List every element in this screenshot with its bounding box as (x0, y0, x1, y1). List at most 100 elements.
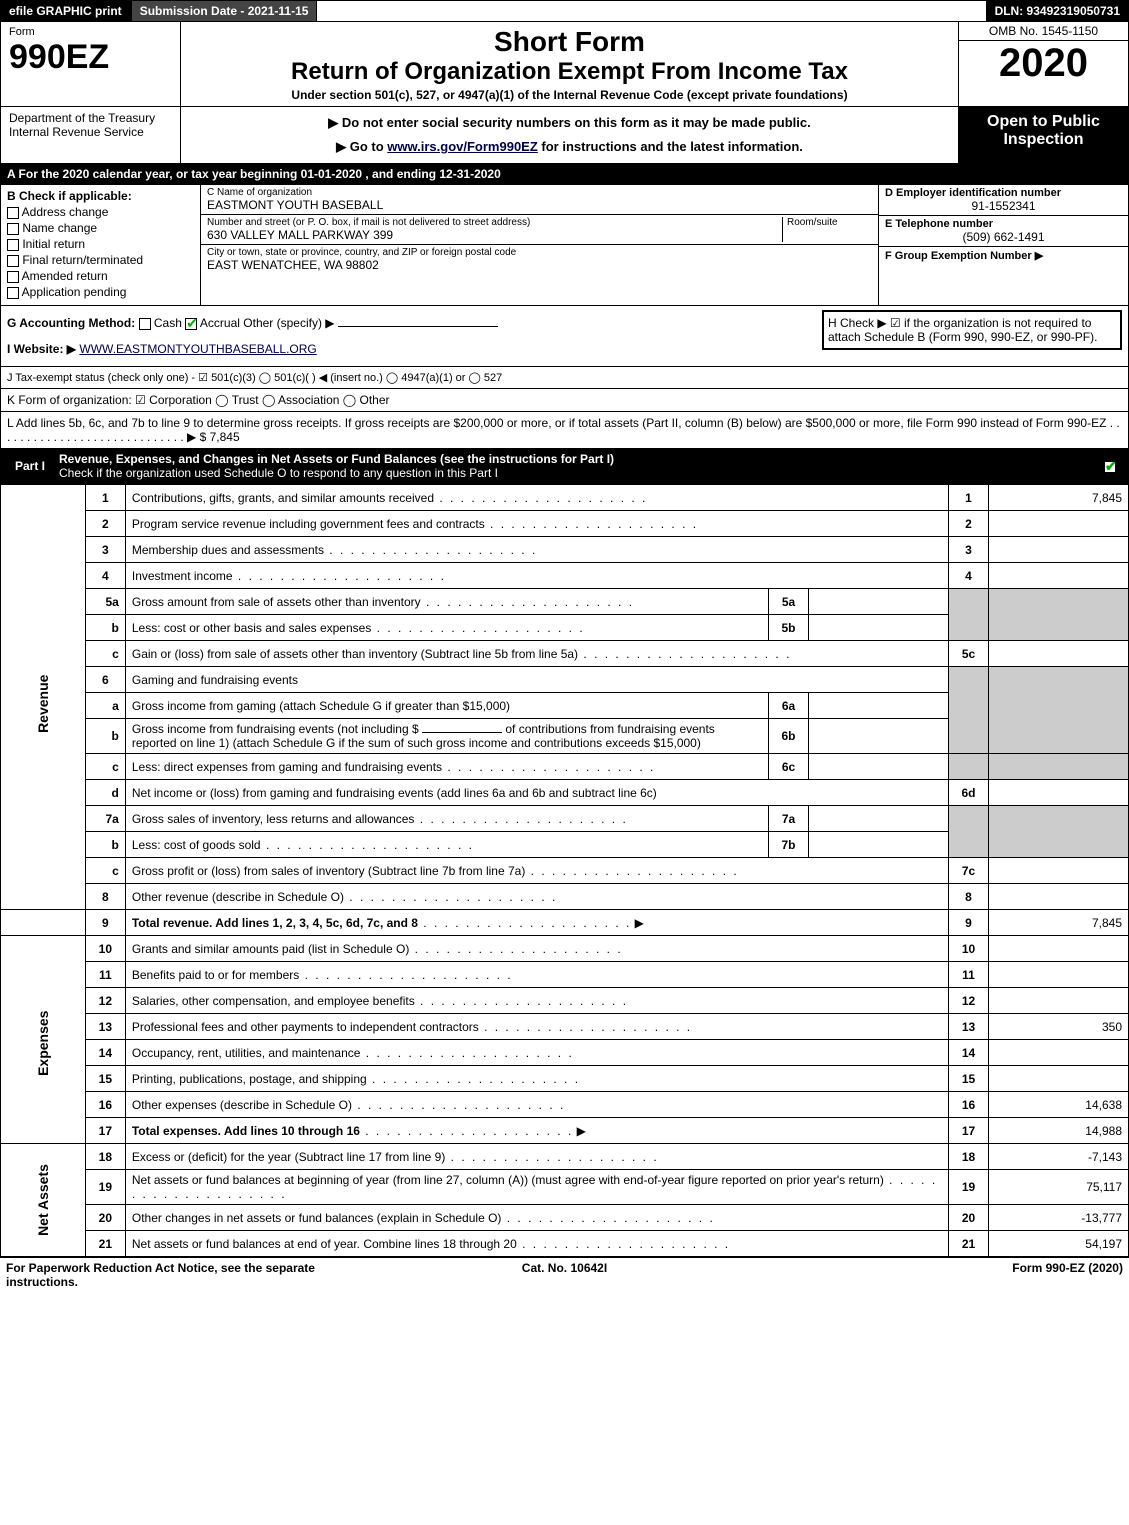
c-street-label: Number and street (or P. O. box, if mail… (207, 217, 782, 228)
ln18-v: -7,143 (989, 1144, 1129, 1170)
col-b: B Check if applicable: Address change Na… (1, 185, 201, 305)
h-check: H Check ▶ ☑ if the organization is not r… (822, 310, 1122, 350)
ln7c: c (85, 858, 125, 884)
ln14-n: 14 (949, 1040, 989, 1066)
ln19-n: 19 (949, 1170, 989, 1205)
ln1: 1 (85, 485, 125, 511)
ln10-desc: Grants and similar amounts paid (list in… (125, 936, 948, 962)
expenses-label: Expenses (1, 936, 86, 1144)
ln9: 9 (85, 910, 125, 936)
c-street-row: Number and street (or P. O. box, if mail… (201, 215, 878, 245)
ln6d-desc: Net income or (loss) from gaming and fun… (125, 780, 948, 806)
j-tax-exempt: J Tax-exempt status (check only one) - ☑… (7, 371, 502, 384)
ln21: 21 (85, 1231, 125, 1257)
chk-application-pending[interactable]: Application pending (7, 285, 194, 299)
ln5a-sn: 5a (769, 589, 809, 615)
accrual-label: Accrual (200, 316, 240, 330)
chk-schedule-o[interactable] (1104, 461, 1116, 473)
chk-name-change[interactable]: Name change (7, 221, 194, 235)
ln11: 11 (85, 962, 125, 988)
ln7b: b (85, 832, 125, 858)
ln9-desc: Total revenue. Add lines 1, 2, 3, 4, 5c,… (125, 910, 948, 936)
header-row: Form 990EZ Short Form Return of Organiza… (0, 22, 1129, 107)
ln5a-sv (809, 589, 949, 615)
irs-link[interactable]: www.irs.gov/Form990EZ (387, 139, 538, 154)
col-d: D Employer identification number 91-1552… (878, 185, 1128, 305)
efile-graphic-print[interactable]: efile GRAPHIC print (0, 0, 131, 22)
ln12-n: 12 (949, 988, 989, 1014)
chk-accrual[interactable] (185, 318, 197, 330)
city-state-zip: EAST WENATCHEE, WA 98802 (207, 258, 872, 272)
chk-final-return[interactable]: Final return/terminated (7, 253, 194, 267)
part1-sub: Check if the organization used Schedule … (59, 466, 498, 480)
instr-line1: ▶ Do not enter social security numbers o… (187, 115, 952, 131)
ln18-desc: Excess or (deficit) for the year (Subtra… (125, 1144, 948, 1170)
ln4: 4 (85, 563, 125, 589)
ln4-v (989, 563, 1129, 589)
ln16-n: 16 (949, 1092, 989, 1118)
chk-amended-return[interactable]: Amended return (7, 269, 194, 283)
b-title: B Check if applicable: (7, 189, 194, 203)
ln20-v: -13,777 (989, 1205, 1129, 1231)
ln3-v (989, 537, 1129, 563)
ln9-v: 7,845 (989, 910, 1129, 936)
ln6a: a (85, 693, 125, 719)
part1-title: Revenue, Expenses, and Changes in Net As… (59, 452, 614, 466)
e-phone-row: E Telephone number (509) 662-1491 (879, 216, 1128, 247)
ln15-v (989, 1066, 1129, 1092)
ln7a-desc: Gross sales of inventory, less returns a… (125, 806, 768, 832)
open-to-public: Open to Public Inspection (958, 107, 1128, 163)
c-name-label: C Name of organization (207, 187, 872, 198)
ln1-desc: Contributions, gifts, grants, and simila… (125, 485, 948, 511)
chk-initial-return[interactable]: Initial return (7, 237, 194, 251)
ln6c-sv (809, 754, 949, 780)
ln5b-sv (809, 615, 949, 641)
ln6-desc: Gaming and fundraising events (125, 667, 948, 693)
ln5-grey (949, 589, 989, 641)
ln19-desc: Net assets or fund balances at beginning… (125, 1170, 948, 1205)
ln12-desc: Salaries, other compensation, and employ… (125, 988, 948, 1014)
ln6-grey (949, 667, 989, 754)
ln6c: c (85, 754, 125, 780)
ln6b-desc: Gross income from fundraising events (no… (125, 719, 768, 754)
ln15-desc: Printing, publications, postage, and shi… (125, 1066, 948, 1092)
short-form-title: Short Form (187, 26, 952, 58)
ln10-n: 10 (949, 936, 989, 962)
l-row: L Add lines 5b, 6c, and 7b to line 9 to … (0, 412, 1129, 449)
dept-line2: Internal Revenue Service (9, 125, 172, 139)
c-name-row: C Name of organization EASTMONT YOUTH BA… (201, 185, 878, 215)
ln16-v: 14,638 (989, 1092, 1129, 1118)
instr2-suffix: for instructions and the latest informat… (538, 139, 803, 154)
ln6a-sv (809, 693, 949, 719)
top-bar: efile GRAPHIC print Submission Date - 20… (0, 0, 1129, 22)
net-assets-label: Net Assets (1, 1144, 86, 1257)
website-link[interactable]: WWW.EASTMONTYOUTHBASEBALL.ORG (79, 342, 316, 356)
c-city-label: City or town, state or province, country… (207, 247, 872, 258)
calendar-year-row: A For the 2020 calendar year, or tax yea… (0, 164, 1129, 185)
chk-address-change[interactable]: Address change (7, 205, 194, 219)
ln13-n: 13 (949, 1014, 989, 1040)
ln1-v: 7,845 (989, 485, 1129, 511)
other-label: Other (specify) ▶ (243, 316, 334, 330)
submission-date: Submission Date - 2021-11-15 (131, 0, 318, 22)
ln6-grey-v (989, 667, 1129, 754)
ln2-v (989, 511, 1129, 537)
section-bcd: B Check if applicable: Address change Na… (0, 185, 1129, 306)
j-row: J Tax-exempt status (check only one) - ☑… (0, 367, 1129, 389)
ln5b: b (85, 615, 125, 641)
ln6d-v (989, 780, 1129, 806)
form-label: Form (9, 26, 172, 38)
part1-num: Part I (7, 459, 53, 473)
ln6c-grey-v (989, 754, 1129, 780)
footer-left: For Paperwork Reduction Act Notice, see … (6, 1261, 378, 1289)
ln6a-desc: Gross income from gaming (attach Schedul… (125, 693, 768, 719)
revenue-label: Revenue (1, 485, 86, 910)
footer: For Paperwork Reduction Act Notice, see … (0, 1257, 1129, 1292)
ln21-v: 54,197 (989, 1231, 1129, 1257)
chk-cash[interactable] (139, 318, 151, 330)
ln15-n: 15 (949, 1066, 989, 1092)
ln7-grey-v (989, 806, 1129, 858)
ln20: 20 (85, 1205, 125, 1231)
ln14-v (989, 1040, 1129, 1066)
ln5b-sn: 5b (769, 615, 809, 641)
